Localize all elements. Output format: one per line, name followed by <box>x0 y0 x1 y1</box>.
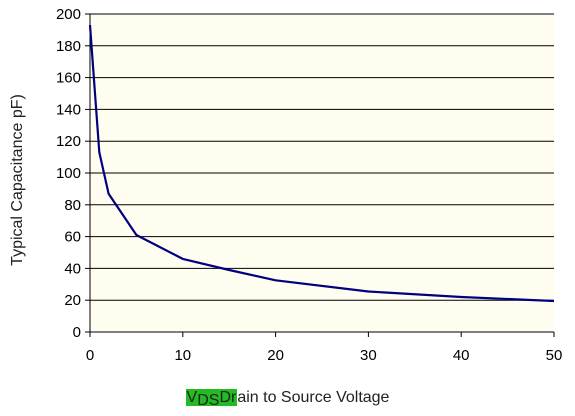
x-tick-label: 40 <box>453 347 470 364</box>
y-tick-label: 80 <box>64 197 81 214</box>
y-tick-label: 180 <box>56 38 81 55</box>
x-tick-label: 20 <box>267 347 284 364</box>
x-tick-labels: 0 10 20 30 40 50 <box>86 347 563 364</box>
x-axis-title-v: V <box>187 389 198 406</box>
x-axis-title-rest: ain to Source Voltage <box>237 389 389 406</box>
x-axis-title-dr: Dr <box>219 389 236 406</box>
y-tick-label: 40 <box>64 260 81 277</box>
y-tick-label: 60 <box>64 229 81 246</box>
y-tick-label: 20 <box>64 292 81 309</box>
x-tick-label: 50 <box>546 347 563 364</box>
x-axis-title: VDSDrain to Source Voltage <box>0 389 575 407</box>
y-tick-label: 100 <box>56 165 81 182</box>
x-axis-title-ds: DS <box>197 392 219 409</box>
x-axis-title-highlight: VDSDr <box>186 389 238 406</box>
x-tick-label: 0 <box>86 347 94 364</box>
y-axis-title: Typical Capacitance pF) <box>9 94 26 266</box>
y-tick-label: 140 <box>56 101 81 118</box>
x-tick-label: 10 <box>174 347 191 364</box>
x-tick-label: 30 <box>360 347 377 364</box>
y-tick-label: 160 <box>56 70 81 87</box>
y-tick-label: 120 <box>56 133 81 150</box>
y-tick-labels: 0 20 40 60 80 100 120 140 160 180 200 <box>56 6 81 341</box>
y-tick-label: 0 <box>73 324 81 341</box>
y-tick-label: 200 <box>56 6 81 23</box>
